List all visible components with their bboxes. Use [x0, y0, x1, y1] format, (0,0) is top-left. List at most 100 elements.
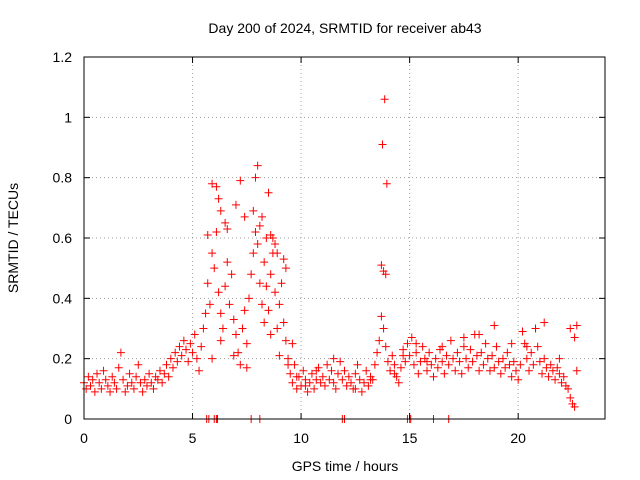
data-point	[99, 366, 108, 375]
data-point	[223, 224, 232, 233]
data-point	[205, 300, 214, 309]
data-point	[103, 381, 112, 390]
data-point	[507, 339, 516, 348]
data-point	[407, 333, 416, 342]
data-point	[318, 372, 327, 381]
data-point	[277, 279, 286, 288]
data-point	[275, 351, 284, 360]
data-point	[292, 372, 301, 381]
data-point	[394, 378, 403, 387]
data-point	[121, 387, 130, 396]
data-point	[531, 324, 540, 333]
data-point	[231, 200, 240, 209]
data-point	[485, 366, 494, 375]
data-point	[312, 375, 321, 384]
data-point	[292, 384, 301, 393]
data-point	[195, 366, 204, 375]
data-point	[147, 378, 156, 387]
data-point	[106, 387, 115, 396]
data-point	[145, 369, 154, 378]
data-point	[360, 378, 369, 387]
data-point	[494, 357, 503, 366]
data-point	[266, 330, 275, 339]
data-point	[264, 306, 273, 315]
data-point	[566, 324, 575, 333]
data-point	[514, 375, 523, 384]
data-point	[238, 324, 247, 333]
data-point	[377, 312, 386, 321]
data-point	[331, 384, 340, 393]
data-point	[412, 348, 421, 357]
data-point	[342, 381, 351, 390]
data-point	[390, 360, 399, 369]
data-point	[97, 384, 106, 393]
data-point	[433, 363, 442, 372]
data-point	[422, 357, 431, 366]
data-point	[459, 342, 468, 351]
data-point	[279, 255, 288, 264]
data-point	[453, 348, 462, 357]
data-point	[351, 369, 360, 378]
data-point	[466, 345, 475, 354]
data-point	[440, 369, 449, 378]
data-point	[214, 194, 223, 203]
data-point	[353, 360, 362, 369]
data-point	[212, 227, 221, 236]
y-tick-label: 0.4	[53, 290, 73, 306]
data-point	[509, 357, 518, 366]
data-point	[490, 321, 499, 330]
data-point	[401, 357, 410, 366]
data-point	[566, 393, 575, 402]
data-point	[414, 369, 423, 378]
data-point	[86, 381, 95, 390]
data-point	[216, 309, 225, 318]
data-point	[221, 218, 230, 227]
data-point	[323, 360, 332, 369]
data-point	[260, 258, 269, 267]
data-point	[516, 360, 525, 369]
data-point	[312, 366, 321, 375]
data-point	[468, 357, 477, 366]
data-point	[90, 387, 99, 396]
data-point	[155, 366, 164, 375]
data-point	[116, 348, 125, 357]
data-point	[310, 384, 319, 393]
chart-title: Day 200 of 2024, SRMTID for receiver ab4…	[208, 20, 481, 36]
data-point	[496, 369, 505, 378]
data-point	[142, 381, 151, 390]
data-point	[208, 354, 217, 363]
data-point	[380, 95, 389, 104]
data-point	[305, 378, 314, 387]
data-point	[247, 270, 256, 279]
data-point	[438, 342, 447, 351]
data-point	[444, 360, 453, 369]
data-point	[451, 366, 460, 375]
data-point	[399, 351, 408, 360]
data-point	[551, 375, 560, 384]
data-point	[208, 179, 217, 188]
data-point	[422, 366, 431, 375]
data-point	[234, 348, 243, 357]
data-point	[357, 387, 366, 396]
y-tick-label: 1.2	[53, 49, 73, 65]
data-point	[522, 342, 531, 351]
data-point	[555, 369, 564, 378]
data-point	[119, 375, 128, 384]
data-point	[329, 378, 338, 387]
data-point	[347, 378, 356, 387]
data-point	[403, 339, 412, 348]
data-point	[210, 264, 219, 273]
data-point	[299, 366, 308, 375]
data-point	[382, 179, 391, 188]
data-point	[192, 354, 201, 363]
data-point	[340, 366, 349, 375]
data-point	[140, 375, 149, 384]
data-point	[251, 227, 260, 236]
data-point	[88, 375, 97, 384]
data-point	[303, 387, 312, 396]
data-point	[273, 324, 282, 333]
data-point	[266, 270, 275, 279]
data-point	[425, 348, 434, 357]
data-point	[197, 342, 206, 351]
data-point	[522, 354, 531, 363]
